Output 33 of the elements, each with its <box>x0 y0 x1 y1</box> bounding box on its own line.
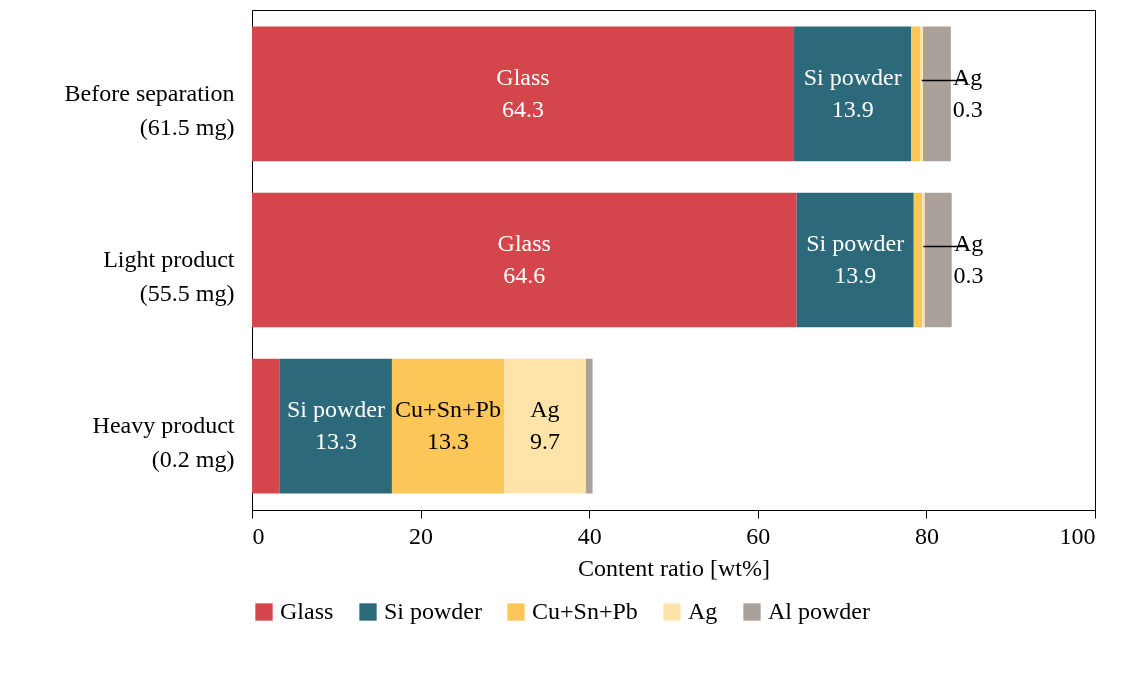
x-axis-title: Content ratio [wt%] <box>578 554 770 581</box>
data-label: 64.6 <box>503 262 546 288</box>
x-tick-label: 40 <box>577 522 602 549</box>
data-label: 0.3 <box>952 95 983 122</box>
y-tick-label: Light product (55.5 mg) <box>103 246 235 306</box>
y-tick-label: Heavy product (0.2 mg) <box>92 412 235 473</box>
legend-label: Ag <box>688 598 718 624</box>
legend-label: Glass <box>280 598 334 624</box>
legend-label: Al powder <box>768 598 870 624</box>
y-tick-label: Before separation (61.5 mg) <box>64 79 235 140</box>
text: Cu+Sn+Pb <box>395 396 501 423</box>
data-label: 64.3 <box>502 95 545 122</box>
data-label: 0.3 <box>953 262 984 288</box>
data-label: 9.7 <box>529 428 560 455</box>
text: Si powder <box>803 63 902 90</box>
data-label: 13.3 <box>427 428 469 455</box>
x-tick-label: 20 <box>409 522 434 549</box>
text: Ag <box>953 230 984 256</box>
x-tick-label: 60 <box>746 522 771 549</box>
data-label: 13.9 <box>834 262 877 288</box>
x-tick-label: 100 <box>1059 522 1096 549</box>
legend-label: Cu+Sn+Pb <box>532 598 638 624</box>
text: Glass <box>496 63 550 90</box>
text: Glass <box>497 230 551 256</box>
text: Ag <box>530 396 560 423</box>
data-label: 13.3 <box>314 428 357 455</box>
text: Si powder <box>806 230 905 256</box>
text: Ag <box>953 63 983 90</box>
text: Si powder <box>286 396 385 423</box>
x-tick-label: 0 <box>252 522 265 549</box>
data-label: 13.9 <box>831 95 874 122</box>
legend-label: Si powder <box>384 598 482 624</box>
x-tick-label: 80 <box>914 522 939 549</box>
